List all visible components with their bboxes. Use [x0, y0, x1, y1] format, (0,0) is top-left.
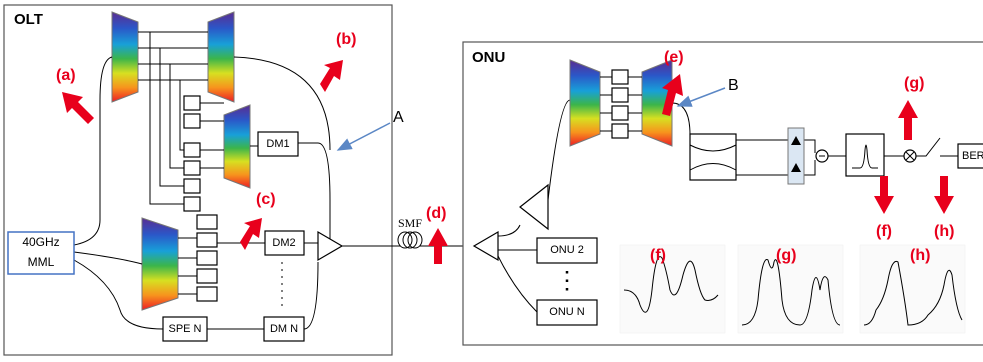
source-line2: MML — [28, 255, 55, 269]
onu-label: ONU — [472, 49, 505, 66]
pointer-b: B — [728, 77, 739, 94]
spen-label: SPE N — [168, 323, 201, 335]
olt-label: OLT — [14, 11, 43, 28]
waveform-h-label: (h) — [910, 247, 930, 264]
pointer-a: A — [393, 109, 404, 126]
annotation-f: (f) — [876, 223, 892, 240]
annotation-b: (b) — [336, 31, 356, 48]
dmn-label: DM N — [270, 323, 298, 335]
photodiodes — [788, 128, 804, 184]
annotation-e: (e) — [664, 49, 684, 66]
coupler — [690, 134, 736, 180]
annotation-h: (h) — [934, 223, 954, 240]
waveform-g-label: (g) — [776, 247, 796, 264]
annotation-c: (c) — [256, 191, 276, 208]
dm1-label: DM1 — [266, 138, 289, 150]
annotation-d: (d) — [426, 205, 446, 222]
diagram: OLT DM1 DM2 DM N SPE N 40GHz MML — [0, 0, 983, 362]
fiber-label: SMF — [398, 216, 422, 230]
ber-label: BER — [962, 150, 983, 162]
annotation-g: (g) — [904, 75, 924, 92]
dm2-label: DM2 — [272, 237, 295, 249]
source-line1: 40GHz — [22, 235, 59, 249]
onun-label: ONU N — [549, 306, 585, 318]
onu2-label: ONU 2 — [550, 244, 584, 256]
waveform-f-label: (f) — [650, 247, 666, 264]
annotation-a: (a) — [56, 67, 76, 84]
